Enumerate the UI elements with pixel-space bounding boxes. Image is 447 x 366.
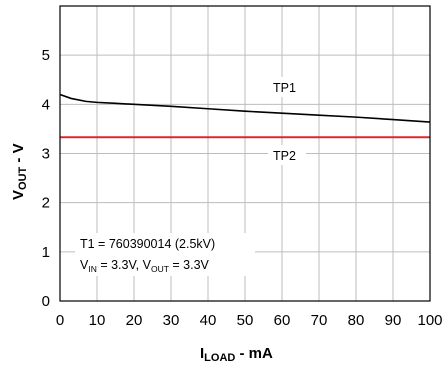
x-tick-label: 20 xyxy=(126,312,143,329)
y-tick-label: 4 xyxy=(42,96,50,113)
x-tick-label: 100 xyxy=(417,312,442,329)
tick-labels: 0 10 20 30 40 50 60 70 80 90 100 0 1 2 3 4 5 xyxy=(42,47,443,329)
x-tick-label: 50 xyxy=(237,312,254,329)
x-tick-label: 10 xyxy=(89,312,106,329)
x-tick-label: 30 xyxy=(163,312,180,329)
annotation-box xyxy=(75,233,255,276)
x-tick-label: 90 xyxy=(385,312,402,329)
plot-frame xyxy=(59,5,431,302)
annotation-line-2: VIN = 3.3V, VOUT = 3.3V xyxy=(80,258,210,274)
tp2-label: TP2 xyxy=(273,149,296,163)
y-tick-label: 0 xyxy=(42,293,50,310)
x-tick-label: 80 xyxy=(348,312,365,329)
tp1-label: TP1 xyxy=(273,81,296,95)
x-axis-title: ILOAD - mA xyxy=(200,345,273,364)
series-layer xyxy=(59,93,431,139)
y-axis-title: VOUT - V xyxy=(10,143,29,200)
x-tick-label: 40 xyxy=(200,312,217,329)
tp1-label-bg xyxy=(268,77,306,97)
x-tick-label: 0 xyxy=(56,312,64,329)
y-tick-label: 5 xyxy=(42,47,50,64)
series-line-tp1 xyxy=(59,93,431,123)
y-tick-label: 3 xyxy=(42,146,50,163)
x-tick-label: 60 xyxy=(274,312,291,329)
x-tick-label: 70 xyxy=(311,312,328,329)
y-tick-label: 1 xyxy=(42,244,50,261)
annotation-line-1: T1 = 760390014 (2.5kV) xyxy=(80,237,215,251)
y-tick-label: 2 xyxy=(42,195,50,212)
tp2-label-bg xyxy=(268,145,306,165)
